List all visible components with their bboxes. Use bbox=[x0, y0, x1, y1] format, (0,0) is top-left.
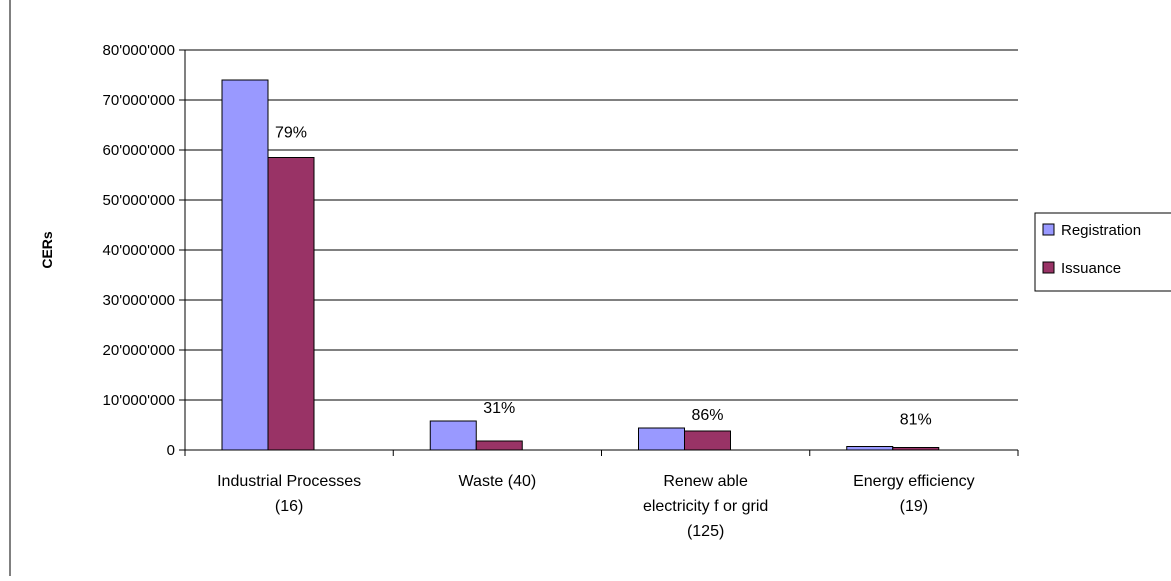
y-tick-label: 60'000'000 bbox=[103, 142, 175, 159]
x-tick-label: Waste (40) bbox=[459, 473, 537, 490]
bar-registration-3 bbox=[846, 446, 894, 451]
bar-registration-0 bbox=[221, 79, 269, 451]
x-tick-label: Industrial Processes bbox=[217, 473, 361, 490]
x-tick-label: (16) bbox=[275, 498, 303, 515]
y-tick-label: 40'000'000 bbox=[103, 242, 175, 259]
axes-layer bbox=[179, 49, 1019, 456]
x-tick-label: (19) bbox=[900, 498, 928, 515]
legend-swatch-registration bbox=[1042, 223, 1055, 236]
y-axis-title: CERs bbox=[39, 231, 55, 269]
y-tick-label: 10'000'000 bbox=[103, 392, 175, 409]
bar-issuance-1 bbox=[475, 440, 523, 451]
x-tick-label: Energy efficiency bbox=[853, 473, 975, 490]
y-tick-label: 50'000'000 bbox=[103, 192, 175, 209]
data-label: 31% bbox=[483, 400, 515, 417]
bar-issuance-0 bbox=[267, 157, 315, 451]
y-tick-label: 20'000'000 bbox=[103, 342, 175, 359]
legend-label-registration: Registration bbox=[1061, 222, 1141, 239]
y-tick-label: 70'000'000 bbox=[103, 92, 175, 109]
y-tick-label: 30'000'000 bbox=[103, 292, 175, 309]
labels-layer: 0 10'000'000 20'000'000 30'000'000 40'000'00… bbox=[103, 42, 975, 540]
legend: Registration Issuance bbox=[1034, 212, 1171, 292]
x-tick-label: electricity f or grid bbox=[643, 498, 768, 515]
legend-frame bbox=[1034, 212, 1171, 292]
bar-registration-1 bbox=[429, 420, 477, 451]
data-label: 79% bbox=[275, 125, 307, 142]
grid-layer bbox=[185, 49, 1018, 401]
x-tick-label: Renew able bbox=[663, 473, 748, 490]
chart-frame bbox=[9, 0, 1171, 581]
data-label: 81% bbox=[900, 412, 932, 429]
y-tick-label: 0 bbox=[167, 442, 175, 459]
data-label: 86% bbox=[691, 407, 723, 424]
legend-swatch-issuance bbox=[1042, 261, 1055, 274]
x-tick-label: (125) bbox=[687, 523, 724, 540]
legend-label-issuance: Issuance bbox=[1061, 260, 1121, 277]
y-tick-label: 80'000'000 bbox=[103, 42, 175, 59]
bars-layer bbox=[221, 79, 940, 451]
bar-registration-2 bbox=[638, 427, 685, 451]
bar-issuance-2 bbox=[684, 430, 731, 451]
